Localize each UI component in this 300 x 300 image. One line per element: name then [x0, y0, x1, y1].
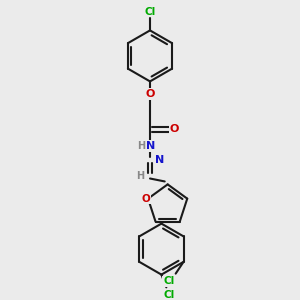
Text: N: N: [146, 141, 156, 151]
Text: H: H: [137, 141, 145, 151]
Text: O: O: [142, 194, 151, 204]
Text: O: O: [170, 124, 179, 134]
Text: H: H: [136, 171, 144, 181]
Text: N: N: [155, 155, 164, 165]
Text: O: O: [145, 89, 155, 99]
Text: Cl: Cl: [144, 7, 156, 17]
Text: Cl: Cl: [163, 277, 174, 286]
Text: Cl: Cl: [164, 290, 175, 300]
